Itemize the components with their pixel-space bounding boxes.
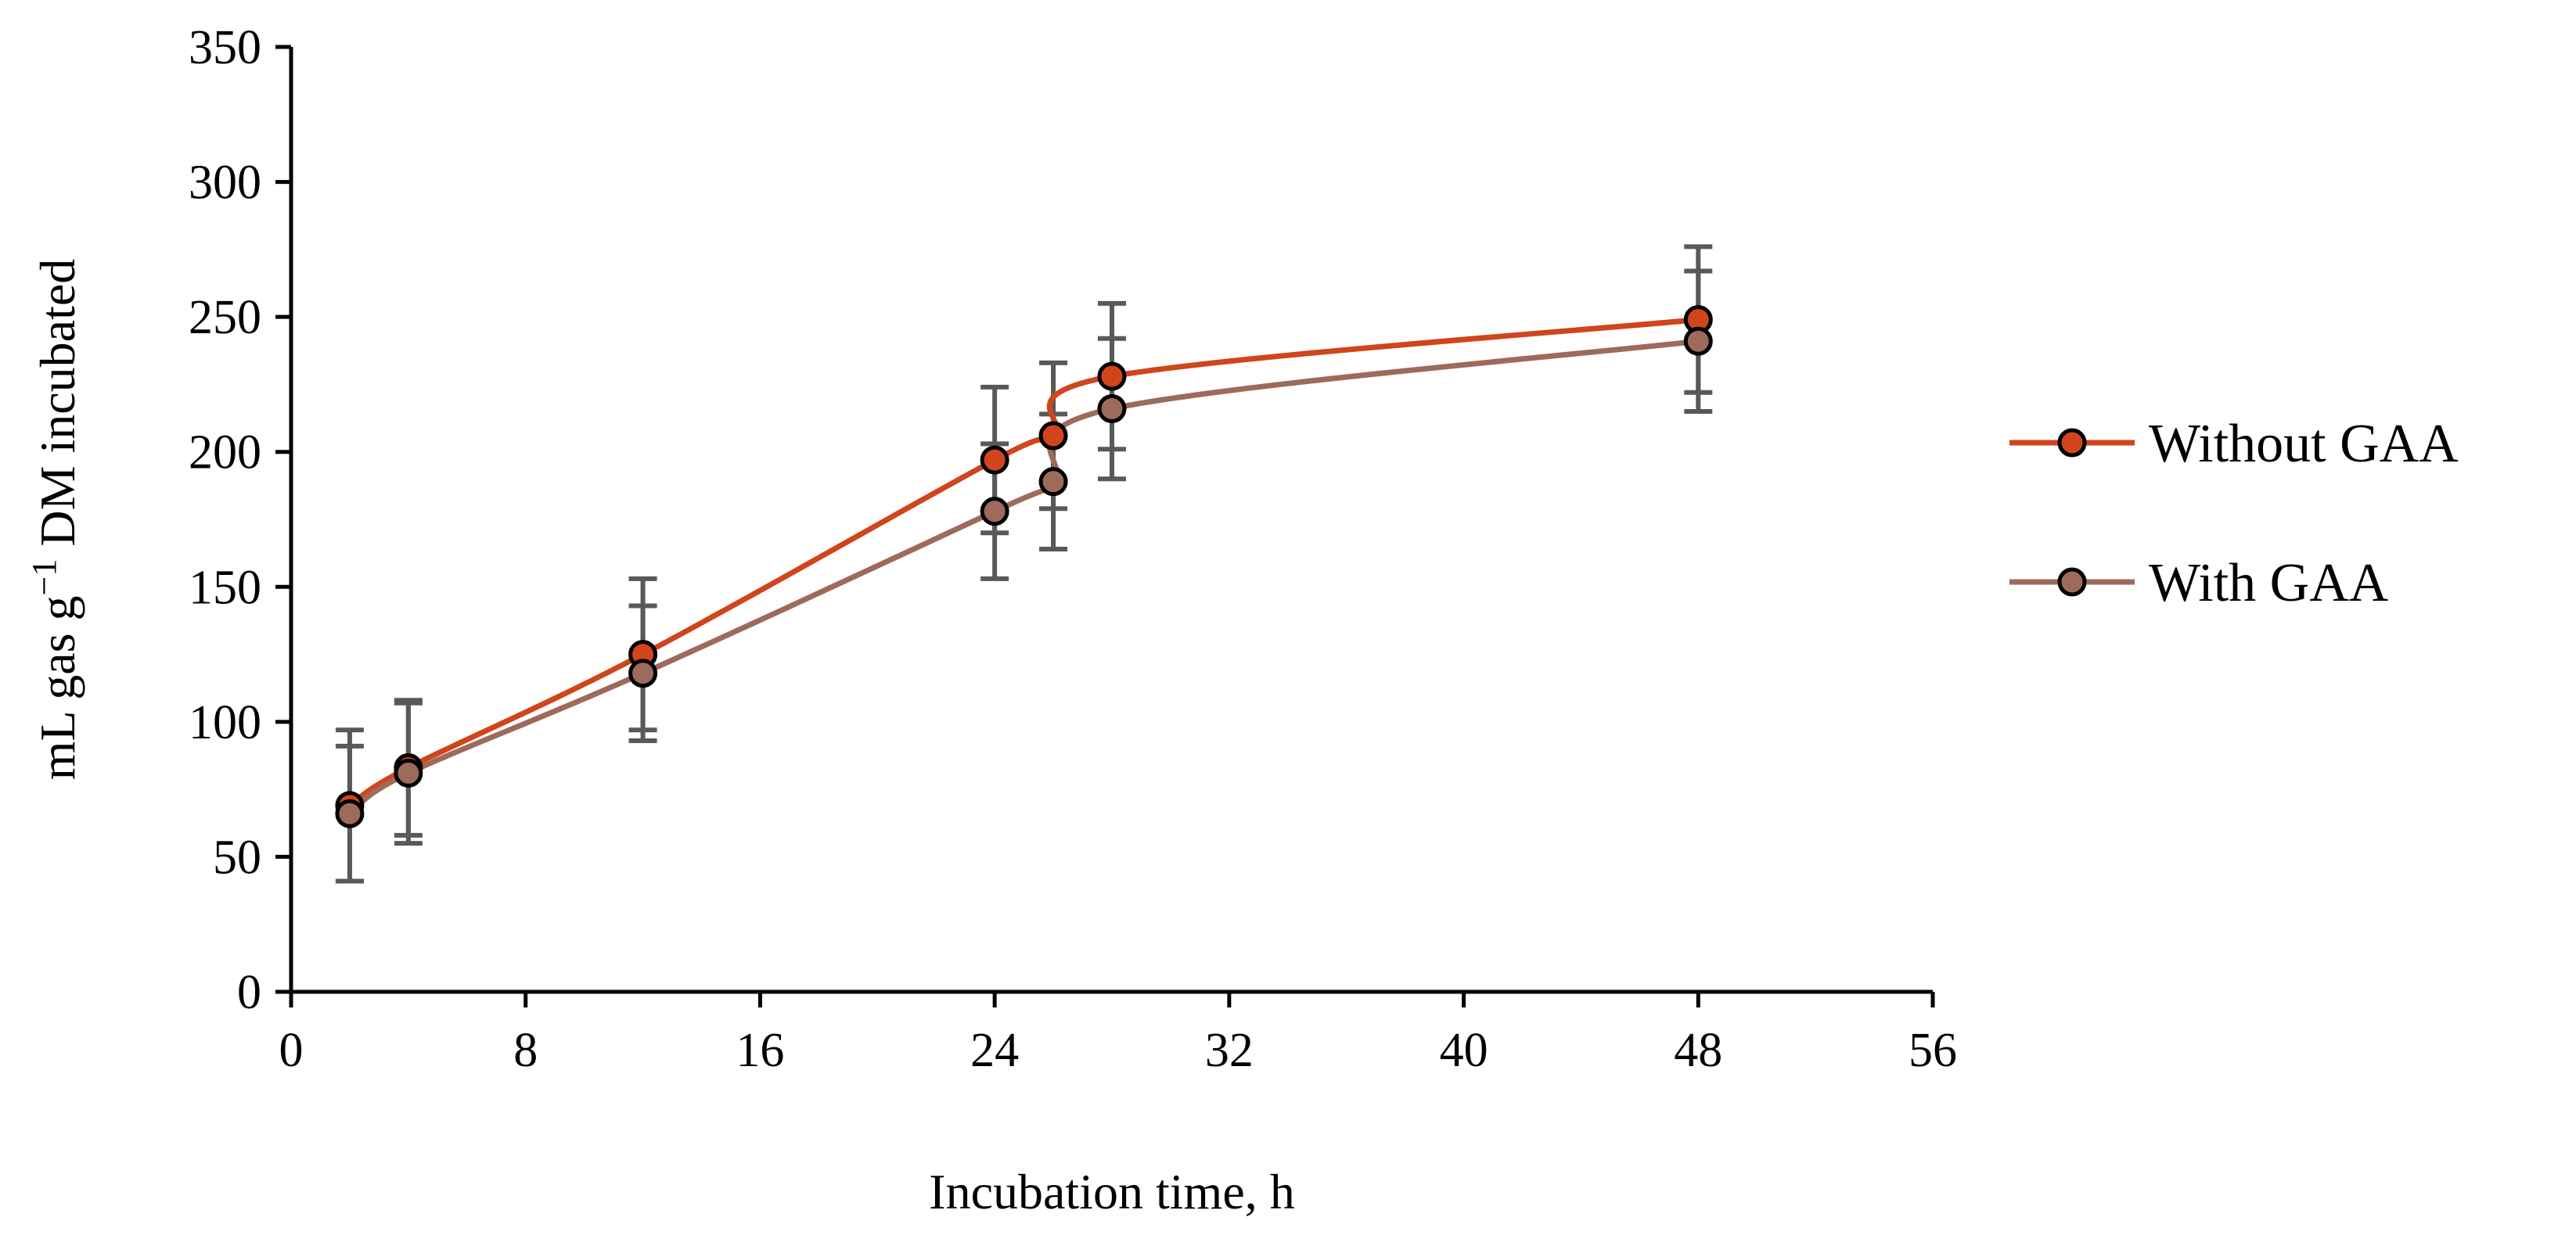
legend-item-without-gaa: Without GAA [2009,414,2459,474]
data-point [980,497,1009,526]
x-tick-label: 56 [1909,1024,1957,1077]
y-axis-title: mL gas g−1 DM incubated [25,259,85,781]
data-point [980,445,1009,475]
legend-label: With GAA [2149,553,2389,613]
y-axis-title-superscript: −1 [25,559,63,596]
data-point [1038,467,1068,497]
error-bars-without-gaa [335,244,1713,884]
x-tick-label: 24 [970,1024,1019,1077]
y-axis-title-rest: DM incubated [30,259,85,559]
legend: Without GAA With GAA [2009,414,2459,613]
series-line-without-gaa [347,317,1699,808]
legend-item-with-gaa: With GAA [2009,553,2389,613]
y-tick-label: 200 [189,426,261,479]
y-axis-title-main: mL gas g [30,595,85,780]
data-point [1097,393,1127,423]
x-tick-label: 48 [1674,1024,1722,1077]
y-tick-label: 250 [189,291,261,344]
y-tick-label: 350 [189,21,261,74]
legend-marker [2057,428,2087,458]
data-point [394,758,423,788]
x-ticks: 0 8 16 24 32 40 48 56 [279,992,1957,1077]
y-tick-label: 100 [189,696,261,749]
markers-without-gaa [335,305,1713,821]
legend-marker [2057,567,2087,597]
data-point [1038,421,1068,451]
y-ticks: 0 50 100 150 200 250 300 350 [189,21,291,1019]
x-tick-label: 16 [736,1024,784,1077]
x-axis-title: Incubation time, h [929,1164,1294,1219]
series-layer [335,244,1713,884]
x-tick-label: 32 [1205,1024,1254,1077]
data-point [628,659,658,688]
y-tick-label: 150 [189,561,261,614]
y-tick-label: 0 [237,966,261,1019]
data-point [1683,326,1713,356]
data-point [335,799,365,828]
series-line-with-gaa [347,338,1699,817]
x-tick-label: 8 [513,1024,538,1077]
legend-label: Without GAA [2149,414,2459,474]
x-tick-label: 0 [279,1024,304,1077]
axes: 0 8 16 24 32 40 48 56 0 50 100 150 200 250 300 350 [189,21,1957,1077]
data-point [1097,361,1127,391]
x-tick-label: 40 [1440,1024,1488,1077]
markers-with-gaa [335,326,1713,828]
y-tick-label: 300 [189,156,261,210]
y-tick-label: 50 [213,831,261,884]
